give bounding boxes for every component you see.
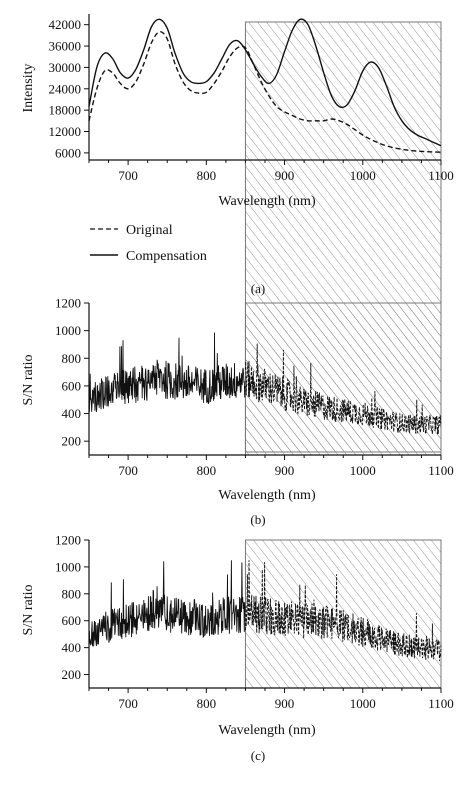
panel-a-ticks: 700 800 900 1000 1100 6000 12000 18000 24000 3000… <box>49 17 454 183</box>
legend-original-label: Original <box>126 223 173 238</box>
x-tick-label: 800 <box>197 696 217 711</box>
x-tick-label: 1100 <box>428 696 454 711</box>
y-tick-label: 1000 <box>55 323 81 338</box>
y-tick-label: 800 <box>62 586 82 601</box>
panel-b-ticks: 700 800 900 1000 1100 200 400 600 800 1000 1200 <box>55 296 454 479</box>
legend-compensation-label: Compensation <box>126 249 207 264</box>
y-tick-label: 1000 <box>55 559 81 574</box>
y-tick-label: 36000 <box>49 39 82 54</box>
x-tick-label: 900 <box>275 696 295 711</box>
x-tick-label: 700 <box>118 463 138 478</box>
x-tick-label: 1000 <box>350 168 376 183</box>
y-tick-label: 1200 <box>55 533 81 548</box>
sn-trace-unshaded <box>88 560 246 647</box>
y-tick-label: 800 <box>62 351 82 366</box>
series-line-compensation <box>88 18 442 147</box>
x-tick-label: 1000 <box>350 463 376 478</box>
y-tick-label: 400 <box>62 406 82 421</box>
panel-a-xlabel: Wavelength (nm) <box>218 194 316 209</box>
series-line-original <box>88 31 442 153</box>
y-tick-label: 6000 <box>55 145 81 160</box>
x-tick-label: 1100 <box>428 168 454 183</box>
x-tick-label: 700 <box>118 696 138 711</box>
x-tick-label: 800 <box>197 168 217 183</box>
panel-a-series <box>88 18 442 153</box>
panel-b-series <box>88 332 442 435</box>
y-tick-label: 30000 <box>49 60 82 75</box>
y-tick-label: 42000 <box>49 17 82 32</box>
y-tick-label: 600 <box>62 613 82 628</box>
y-tick-label: 200 <box>62 434 82 449</box>
x-tick-label: 1100 <box>428 463 454 478</box>
y-tick-label: 24000 <box>49 81 82 96</box>
panel-b-xlabel: Wavelength (nm) <box>218 488 316 503</box>
sn-trace-shaded <box>244 560 442 662</box>
y-tick-label: 400 <box>62 640 82 655</box>
panel-a-ylabel: Intensity <box>21 64 36 113</box>
panel-b-caption: (b) <box>250 512 265 527</box>
panel-a-legend: Original Compensation <box>90 223 207 264</box>
y-tick-label: 200 <box>62 667 82 682</box>
panel-a-caption: (a) <box>251 281 265 296</box>
sn-trace-shaded <box>244 343 442 435</box>
panel-c-ticks: 700 800 900 1000 1100 200 400 600 800 1000 1200 <box>55 533 454 712</box>
x-tick-label: 800 <box>197 463 217 478</box>
x-tick-label: 900 <box>275 168 295 183</box>
x-tick-label: 700 <box>118 168 138 183</box>
panel-c-xlabel: Wavelength (nm) <box>218 723 316 738</box>
sn-trace-unshaded <box>88 332 246 413</box>
panel-c-caption: (c) <box>251 748 265 763</box>
x-tick-label: 900 <box>275 463 295 478</box>
panel-c-ylabel: S/N ratio <box>21 585 36 636</box>
panel-b-ylabel: S/N ratio <box>21 355 36 406</box>
x-tick-label: 1000 <box>350 696 376 711</box>
y-tick-label: 12000 <box>49 124 82 139</box>
y-tick-label: 18000 <box>49 103 82 118</box>
panel-c-chart: 700 800 900 1000 1100 200 400 600 800 1000 1200 Wa… <box>21 533 454 764</box>
panel-c-series <box>88 560 442 662</box>
y-tick-label: 600 <box>62 378 82 393</box>
panel-b-chart: 700 800 900 1000 1100 200 400 600 800 1000 1200 Wa… <box>21 296 454 528</box>
y-tick-label: 1200 <box>55 296 81 311</box>
